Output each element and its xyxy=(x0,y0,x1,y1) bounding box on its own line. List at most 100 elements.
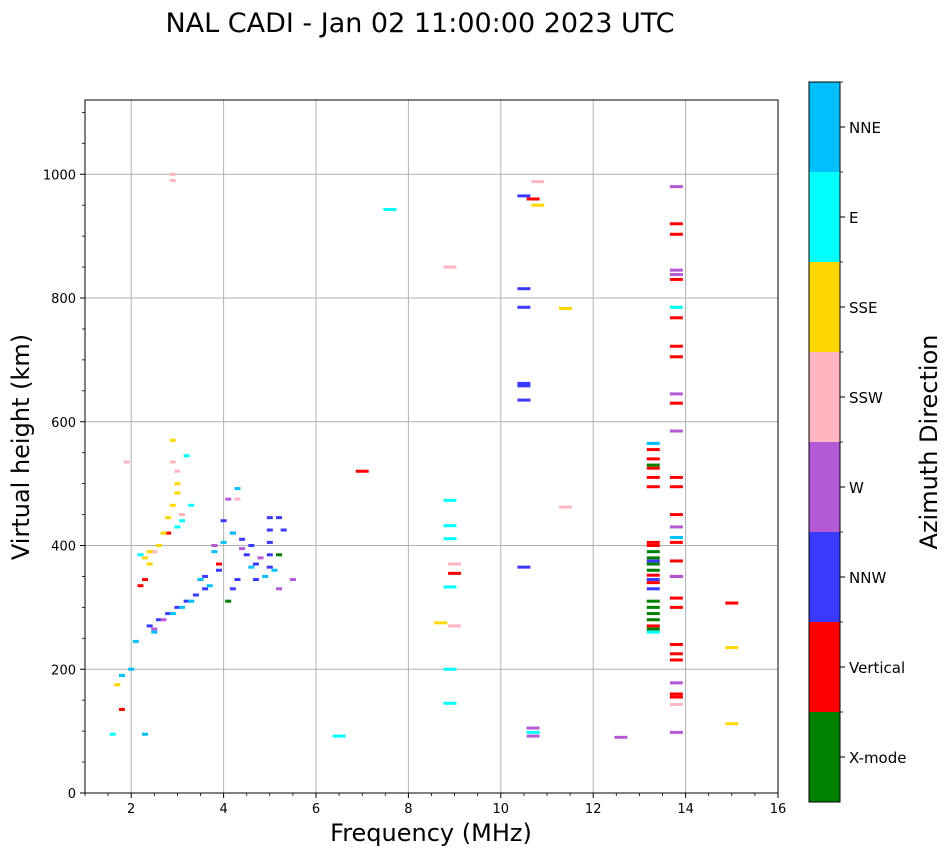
data-point-nnw xyxy=(646,578,660,582)
data-point-nnw xyxy=(252,562,259,566)
data-point-nne xyxy=(151,630,158,634)
data-point-vertical xyxy=(669,355,683,359)
data-point-nnw xyxy=(517,381,531,385)
data-point-nnw xyxy=(276,516,283,520)
data-point-w xyxy=(160,618,167,622)
data-point-nne xyxy=(142,732,149,736)
data-point-nnw xyxy=(215,568,222,572)
data-point-vertical xyxy=(646,573,660,577)
data-point-sse xyxy=(146,562,153,566)
data-point-nne xyxy=(262,574,269,578)
data-point-nne xyxy=(248,565,255,569)
y-tick-label: 600 xyxy=(51,416,76,431)
data-point-vertical xyxy=(669,559,683,563)
data-point-sse xyxy=(174,491,181,495)
x-tick-label: 14 xyxy=(677,802,694,817)
data-point-ssw xyxy=(151,550,158,554)
data-point-nnw xyxy=(155,618,162,622)
data-point-w xyxy=(669,574,683,578)
data-point-x-mode xyxy=(646,627,660,631)
data-point-vertical xyxy=(137,584,144,588)
data-point-nnw xyxy=(183,599,190,603)
data-point-vertical xyxy=(669,658,683,662)
data-point-nnw xyxy=(146,624,153,628)
data-point-e xyxy=(443,701,457,705)
data-point-sse xyxy=(155,544,162,547)
data-point-vertical xyxy=(725,601,739,605)
data-point-w xyxy=(669,272,683,276)
data-point-nne xyxy=(179,605,186,609)
data-point-vertical xyxy=(165,531,172,535)
data-point-sse xyxy=(558,307,572,311)
data-point-vertical xyxy=(646,540,660,544)
data-point-x-mode xyxy=(646,618,660,622)
data-point-nnw xyxy=(266,516,273,520)
data-point-nnw xyxy=(239,537,246,541)
data-point-nnw xyxy=(517,384,531,388)
data-point-vertical xyxy=(646,475,660,479)
data-point-vertical xyxy=(669,540,683,544)
x-tick-label: 12 xyxy=(585,802,602,817)
data-point-e xyxy=(526,730,540,734)
data-point-w xyxy=(526,726,540,730)
data-point-x-mode xyxy=(646,463,660,467)
data-point-sse xyxy=(725,646,739,650)
data-point-sse xyxy=(169,438,176,442)
data-point-nnw xyxy=(646,587,660,591)
colorbar-segment xyxy=(809,352,840,442)
y-tick-label: 1000 xyxy=(43,168,76,183)
data-point-w xyxy=(526,734,540,738)
data-point-ssw xyxy=(531,180,545,184)
data-point-vertical xyxy=(646,448,660,452)
data-point-nne xyxy=(118,673,125,677)
chart-title: NAL CADI - Jan 02 11:00:00 2023 UTC xyxy=(165,8,674,39)
data-point-w xyxy=(669,525,683,529)
data-point-nne xyxy=(669,535,683,539)
data-point-e xyxy=(669,305,683,309)
data-point-ssw xyxy=(234,497,241,501)
data-point-vertical xyxy=(355,469,369,473)
data-point-e xyxy=(443,585,457,589)
data-point-nne xyxy=(211,550,218,554)
data-point-nnw xyxy=(517,398,531,402)
data-point-e xyxy=(443,537,457,541)
data-point-x-mode xyxy=(276,553,283,557)
y-tick-label: 800 xyxy=(51,292,76,307)
data-point-ssw xyxy=(169,460,176,464)
data-point-ssw xyxy=(169,178,176,182)
colorbar-tick-label: SSE xyxy=(849,299,878,317)
data-point-e xyxy=(183,454,190,458)
data-point-nne xyxy=(646,441,660,445)
colorbar-tick-label: X-mode xyxy=(849,749,906,767)
data-point-w xyxy=(669,392,683,396)
data-point-nnw xyxy=(646,559,660,563)
colorbar-segment xyxy=(809,532,840,622)
colorbar-tick-label: W xyxy=(849,479,864,497)
data-point-vertical xyxy=(669,222,683,226)
data-point-nnw xyxy=(266,528,273,532)
data-point-w xyxy=(225,497,232,501)
data-point-vertical xyxy=(669,692,683,696)
colorbar-segment xyxy=(809,172,840,262)
colorbar-label: Azimuth Direction xyxy=(915,335,943,550)
colorbar-segment xyxy=(809,262,840,352)
data-point-vertical xyxy=(142,578,149,582)
data-point-nnw xyxy=(252,578,259,582)
y-tick-label: 0 xyxy=(68,787,76,802)
data-point-sse xyxy=(142,556,149,560)
data-point-w xyxy=(239,547,246,551)
x-tick-label: 4 xyxy=(219,802,227,817)
data-point-nne xyxy=(132,639,139,643)
data-point-w xyxy=(211,544,218,547)
data-point-vertical xyxy=(669,643,683,646)
data-point-sse xyxy=(174,482,181,486)
data-point-vertical xyxy=(669,232,683,236)
data-point-x-mode xyxy=(646,550,660,554)
data-point-sse xyxy=(165,516,172,520)
data-point-ssw xyxy=(448,562,462,566)
axis-ticks: 2 4 6 8 10 12 14 16 0 200 400 600 800 1000 xyxy=(43,111,786,817)
data-point-e xyxy=(443,498,457,502)
data-point-nnw xyxy=(266,553,273,557)
data-point-vertical xyxy=(646,485,660,489)
